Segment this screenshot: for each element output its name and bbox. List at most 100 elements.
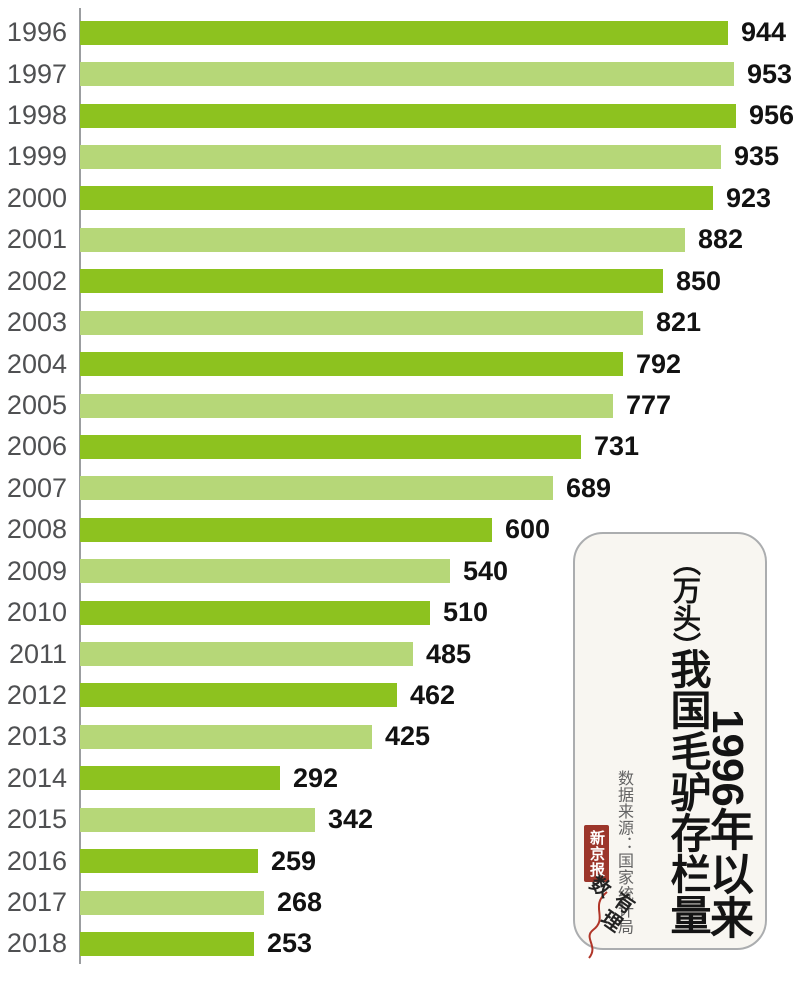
title-panel: （万头） 我国毛驴存栏量 1996年以来 数据来源：国家统计局 新京报 有理数 bbox=[573, 532, 767, 959]
value-bar bbox=[80, 144, 721, 169]
value-bar bbox=[80, 559, 450, 584]
chart-row: 2014 292 bbox=[0, 758, 800, 799]
value-label: 259 bbox=[271, 845, 317, 876]
value-bar bbox=[80, 890, 264, 915]
value-bar bbox=[80, 476, 553, 501]
year-label: 2018 bbox=[6, 928, 67, 959]
year-label: 2007 bbox=[6, 472, 67, 503]
chart-row: 2005 777 bbox=[0, 385, 800, 426]
chart-row: 2011 485 bbox=[0, 633, 800, 674]
chart-row: 2004 792 bbox=[0, 343, 800, 384]
value-label: 944 bbox=[741, 17, 787, 48]
chart-row: 2017 268 bbox=[0, 882, 800, 923]
chart-title-year-range: 1996年以来 bbox=[703, 709, 752, 939]
value-label: 425 bbox=[385, 721, 431, 752]
value-label: 821 bbox=[656, 307, 702, 338]
value-bar bbox=[80, 62, 734, 87]
year-label: 2016 bbox=[6, 845, 67, 876]
chart-row: 2018 253 bbox=[0, 923, 800, 964]
year-label: 2001 bbox=[6, 224, 67, 255]
chart-row: 1997 953 bbox=[0, 53, 800, 94]
chart-row: 2013 425 bbox=[0, 716, 800, 757]
value-bar bbox=[80, 766, 280, 791]
year-label: 2017 bbox=[6, 887, 67, 918]
chart-row: 2012 462 bbox=[0, 675, 800, 716]
data-source-label: 数据来源：国家统计局 bbox=[615, 770, 632, 935]
value-bar bbox=[80, 186, 713, 211]
chart-row: 2009 540 bbox=[0, 550, 800, 591]
chart-row: 2008 600 bbox=[0, 509, 800, 550]
year-label: 2014 bbox=[6, 762, 67, 793]
brand-red-ribbon-icon bbox=[588, 891, 608, 959]
year-label: 1999 bbox=[6, 141, 67, 172]
year-label: 2005 bbox=[6, 390, 67, 420]
value-bar bbox=[80, 931, 254, 956]
year-label: 2006 bbox=[6, 431, 67, 462]
chart-row: 2015 342 bbox=[0, 799, 800, 840]
value-label: 850 bbox=[676, 265, 722, 296]
value-bar bbox=[80, 600, 430, 625]
value-bar bbox=[80, 807, 315, 832]
value-bar bbox=[80, 393, 613, 418]
value-label: 600 bbox=[505, 514, 551, 545]
year-label: 2010 bbox=[6, 597, 67, 628]
value-label: 342 bbox=[328, 804, 374, 835]
chart-title-main: 我国毛驴存栏量 bbox=[664, 648, 710, 935]
year-label: 2004 bbox=[6, 348, 67, 379]
value-label: 462 bbox=[410, 679, 456, 710]
value-bar bbox=[80, 724, 372, 749]
value-bar bbox=[80, 517, 492, 542]
year-label: 2002 bbox=[6, 265, 67, 296]
bar-chart-plot: 1996 944 1997 953 1998 956 1999 935 2000 923 2001 8… bbox=[0, 12, 800, 965]
value-bar bbox=[80, 227, 685, 252]
chart-row: 2007 689 bbox=[0, 468, 800, 509]
value-bar bbox=[80, 103, 736, 128]
chart-row: 2016 259 bbox=[0, 840, 800, 881]
beijing-news-logo-text: 新京报 bbox=[588, 829, 605, 878]
value-bar bbox=[80, 352, 623, 377]
value-label: 485 bbox=[426, 638, 472, 669]
year-label: 2015 bbox=[6, 804, 67, 835]
chart-row: 2002 850 bbox=[0, 261, 800, 302]
year-label: 2003 bbox=[6, 307, 67, 338]
year-label: 1996 bbox=[6, 17, 67, 48]
chart-row: 2001 882 bbox=[0, 219, 800, 260]
value-label: 923 bbox=[726, 182, 772, 213]
value-label: 792 bbox=[636, 348, 682, 379]
chart-row: 2003 821 bbox=[0, 302, 800, 343]
value-label: 510 bbox=[443, 597, 489, 628]
value-label: 953 bbox=[747, 58, 793, 89]
chart-unit-label: （万头） bbox=[670, 548, 701, 660]
value-bar bbox=[80, 642, 413, 667]
value-label: 268 bbox=[277, 887, 323, 918]
value-label: 540 bbox=[463, 555, 509, 586]
year-label: 2012 bbox=[6, 679, 67, 710]
chart-row: 1999 935 bbox=[0, 136, 800, 177]
value-label: 292 bbox=[293, 762, 339, 793]
value-label: 253 bbox=[267, 928, 313, 959]
year-label: 2013 bbox=[6, 721, 67, 752]
chart-row: 2006 731 bbox=[0, 426, 800, 467]
chart-row: 2010 510 bbox=[0, 592, 800, 633]
value-bar bbox=[80, 434, 581, 459]
year-label: 2011 bbox=[8, 638, 67, 669]
chart-row: 1998 956 bbox=[0, 95, 800, 136]
value-label: 956 bbox=[749, 100, 795, 131]
value-bar bbox=[80, 310, 643, 335]
year-label: 1997 bbox=[6, 58, 67, 89]
value-label: 935 bbox=[734, 141, 780, 172]
value-label: 882 bbox=[698, 224, 744, 255]
year-label: 2000 bbox=[6, 182, 67, 213]
value-bar bbox=[80, 269, 663, 294]
value-label: 689 bbox=[566, 472, 612, 503]
value-bar bbox=[80, 683, 397, 708]
year-label: 2009 bbox=[6, 555, 67, 586]
year-label: 1998 bbox=[6, 100, 67, 131]
value-bar bbox=[80, 20, 728, 45]
year-label: 2008 bbox=[6, 514, 67, 545]
chart-row: 2000 923 bbox=[0, 178, 800, 219]
beijing-news-logo: 新京报 bbox=[584, 825, 609, 882]
value-label: 777 bbox=[626, 390, 672, 420]
value-label: 731 bbox=[594, 431, 640, 462]
value-bar bbox=[80, 849, 258, 874]
